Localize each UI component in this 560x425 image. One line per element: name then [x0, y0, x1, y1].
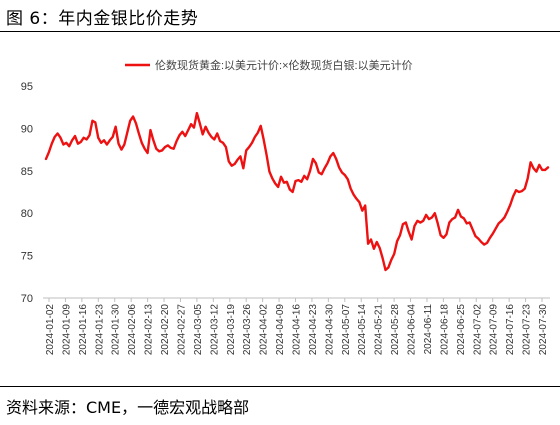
legend: 伦数现货黄金:以美元计价:×伦数现货白银:以美元计价 [125, 58, 413, 72]
x-tick-label: 2024-01-09 [61, 304, 72, 356]
x-tick-label: 2024-01-16 [78, 304, 89, 356]
x-tick-label: 2024-06-11 [423, 304, 434, 355]
x-tick-label: 2024-03-05 [193, 304, 204, 356]
x-axis: 2024-01-02 2024-01-09 2024-01-16 2024-01-23… [43, 297, 550, 356]
top-rule [0, 31, 560, 32]
y-tick-label: 85 [21, 166, 33, 178]
x-tick-label: 2024-06-04 [407, 304, 418, 356]
source-note: 资料来源：CME，一德宏观战略部 [6, 398, 250, 417]
x-tick-label: 2024-03-12 [209, 304, 220, 356]
x-tick-label: 2024-05-28 [390, 304, 401, 356]
x-tick-label: 2024-03-19 [226, 304, 237, 356]
y-tick-label: 95 [21, 81, 33, 93]
x-tick-label: 2024-05-21 [374, 304, 385, 356]
series-line [44, 111, 550, 272]
x-tick-label: 2024-07-16 [505, 304, 516, 356]
x-tick-label: 2024-02-27 [176, 304, 187, 356]
x-tick-label: 2024-01-23 [94, 304, 105, 356]
x-tick-label: 2024-06-25 [456, 304, 467, 356]
y-tick-label: 75 [21, 251, 33, 263]
x-tick-label: 2024-04-16 [292, 304, 303, 356]
y-tick-label: 80 [21, 208, 33, 220]
x-tick-label: 2024-04-23 [308, 304, 319, 356]
x-tick-label: 2024-04-02 [259, 304, 270, 356]
x-tick-label: 2024-04-09 [275, 304, 286, 356]
x-tick-label: 2024-01-30 [111, 304, 122, 356]
x-tick-label: 2024-05-07 [341, 304, 352, 356]
legend-label: 伦数现货黄金:以美元计价:×伦数现货白银:以美元计价 [155, 58, 413, 72]
x-tick-label: 2024-04-30 [324, 304, 335, 356]
bottom-rule [0, 386, 560, 387]
x-tick-label: 2024-07-02 [472, 304, 483, 356]
x-tick-label: 2024-07-23 [522, 304, 533, 356]
y-tick-label: 70 [21, 293, 33, 305]
x-tick-label: 2024-02-06 [127, 304, 138, 356]
figure-title: 图 6：年内金银比价走势 [6, 9, 199, 29]
x-tick-label: 2024-01-02 [45, 304, 56, 356]
x-tick-label: 2024-02-20 [160, 304, 171, 356]
x-tick-label: 2024-05-14 [357, 304, 368, 356]
x-tick-label: 2024-06-18 [439, 304, 450, 356]
chart: 伦数现货黄金:以美元计价:×伦数现货白银:以美元计价 959085807570 … [21, 58, 550, 356]
x-tick-label: 2024-07-09 [489, 304, 500, 356]
x-tick-label: 2024-03-26 [242, 304, 253, 356]
y-tick-label: 90 [21, 123, 33, 135]
x-tick-label: 2024-07-30 [538, 304, 549, 356]
x-tick-label: 2024-02-13 [144, 304, 155, 356]
y-axis: 95 90 85 80 75 70 [21, 81, 33, 305]
